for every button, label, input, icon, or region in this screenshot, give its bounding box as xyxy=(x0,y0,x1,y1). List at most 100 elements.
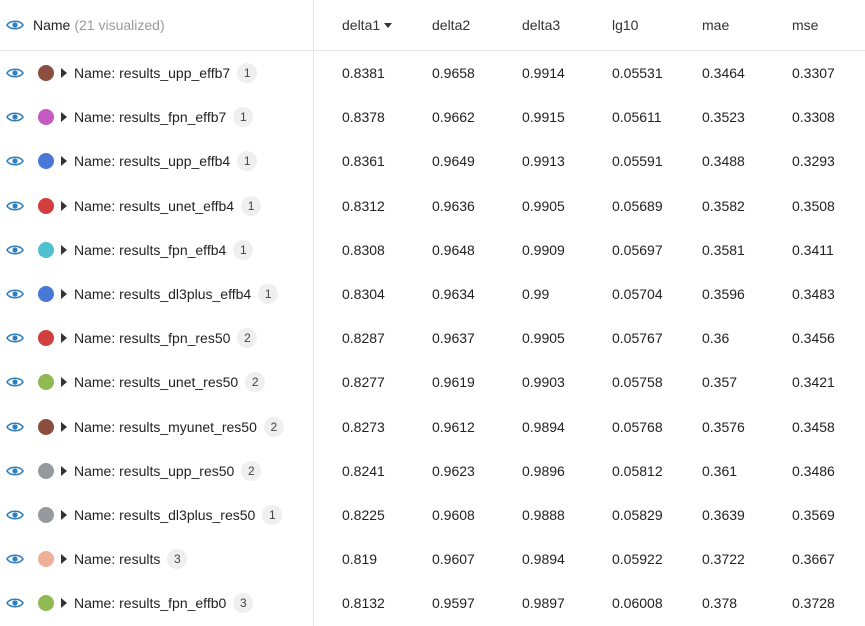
run-count-badge: 3 xyxy=(167,549,188,570)
metric-cell-mse: 0.3728 xyxy=(792,595,835,612)
table-row[interactable]: Name: results_upp_effb7 1 0.8381 0.9658 0.99… xyxy=(0,51,865,95)
metric-cell-delta3: 0.9897 xyxy=(522,595,565,612)
table-row[interactable]: Name: results_unet_effb4 1 0.8312 0.9636 0.9… xyxy=(0,184,865,228)
eye-icon[interactable] xyxy=(6,244,24,256)
expand-caret-icon[interactable] xyxy=(61,465,67,476)
table-row[interactable]: Name: results_upp_res50 2 0.8241 0.9623 0.98… xyxy=(0,449,865,493)
metric-cell-mae: 0.36 xyxy=(702,330,730,347)
expand-caret-icon[interactable] xyxy=(61,554,67,565)
run-color-dot[interactable] xyxy=(38,418,54,435)
run-name[interactable]: Name: results_fpn_effb7 xyxy=(74,109,227,126)
column-header-delta1[interactable]: delta1 xyxy=(342,0,393,50)
expand-caret-icon[interactable] xyxy=(61,289,67,299)
eye-icon[interactable] xyxy=(6,200,24,212)
table-row[interactable]: Name: results_dl3plus_res50 1 0.8225 0.9608… xyxy=(0,493,865,537)
table-row[interactable]: Name: results_fpn_effb7 1 0.8378 0.9662 0.99… xyxy=(0,95,865,139)
eye-icon[interactable] xyxy=(6,421,24,433)
run-color-dot[interactable] xyxy=(38,330,54,347)
expand-caret-icon[interactable] xyxy=(61,510,67,520)
table-row[interactable]: Name: results_fpn_effb4 1 0.8308 0.9648 0.99… xyxy=(0,228,865,272)
eye-icon[interactable] xyxy=(6,111,24,123)
expand-caret-icon[interactable] xyxy=(61,598,67,609)
run-name[interactable]: Name: results_fpn_res50 xyxy=(74,330,231,347)
column-header-lg10[interactable]: lg10 xyxy=(612,0,638,50)
run-name[interactable]: Name: results_fpn_effb0 xyxy=(74,595,227,612)
eye-icon[interactable] xyxy=(6,19,24,31)
run-color-dot[interactable] xyxy=(38,462,54,479)
run-color-dot[interactable] xyxy=(38,109,54,126)
metric-cell-lg10: 0.05767 xyxy=(612,330,663,347)
expand-caret-icon[interactable] xyxy=(61,244,67,255)
table-row[interactable]: Name: results_upp_effb4 1 0.8361 0.9649 0.99… xyxy=(0,139,865,183)
metric-cell-lg10: 0.05768 xyxy=(612,418,663,435)
run-color-dot[interactable] xyxy=(38,595,54,612)
metric-cell-mae: 0.3488 xyxy=(702,153,745,170)
run-color-dot[interactable] xyxy=(38,65,54,81)
run-count-badge: 2 xyxy=(245,372,266,393)
run-name[interactable]: Name: results_unet_res50 xyxy=(74,374,239,391)
expand-caret-icon[interactable] xyxy=(61,377,67,388)
eye-icon[interactable] xyxy=(6,597,24,609)
run-count-badge: 1 xyxy=(233,107,254,128)
run-count-badge: 1 xyxy=(241,195,262,216)
eye-icon[interactable] xyxy=(6,332,24,344)
column-header-mae[interactable]: mae xyxy=(702,0,729,50)
table-row[interactable]: Name: results_unet_res50 2 0.8277 0.9619 0.9… xyxy=(0,360,865,404)
eye-icon[interactable] xyxy=(6,67,24,79)
column-header-label: delta3 xyxy=(522,17,561,33)
run-color-dot[interactable] xyxy=(38,551,54,568)
metric-cell-delta2: 0.9662 xyxy=(432,109,475,126)
eye-icon[interactable] xyxy=(6,288,24,300)
run-name[interactable]: Name: results_upp_res50 xyxy=(74,462,235,479)
expand-caret-icon[interactable] xyxy=(61,156,67,167)
eye-icon[interactable] xyxy=(6,155,24,167)
run-count-badge: 2 xyxy=(237,328,258,349)
eye-icon[interactable] xyxy=(6,553,24,565)
run-color-dot[interactable] xyxy=(38,374,54,391)
run-name[interactable]: Name: results_dl3plus_res50 xyxy=(74,507,256,523)
expand-caret-icon[interactable] xyxy=(61,112,67,123)
metric-cell-delta3: 0.9914 xyxy=(522,65,565,81)
column-header-delta2[interactable]: delta2 xyxy=(432,0,470,50)
eye-icon[interactable] xyxy=(6,509,24,521)
table-row[interactable]: Name: results 3 0.819 0.9607 0.9894 0.05922 0.… xyxy=(0,537,865,581)
column-header-mse[interactable]: mse xyxy=(792,0,818,50)
metric-cell-delta1: 0.8361 xyxy=(342,153,385,170)
metric-cell-mae: 0.3639 xyxy=(702,507,745,523)
run-name[interactable]: Name: results_fpn_effb4 xyxy=(74,241,227,258)
column-header-delta3[interactable]: delta3 xyxy=(522,0,560,50)
metric-cell-delta3: 0.9913 xyxy=(522,153,565,170)
table-row[interactable]: Name: results_dl3plus_effb4 1 0.8304 0.9634… xyxy=(0,272,865,316)
metric-cell-delta2: 0.9634 xyxy=(432,286,475,302)
run-name-cell: Name: results_myunet_res50 2 xyxy=(6,405,284,449)
expand-caret-icon[interactable] xyxy=(61,333,67,344)
run-color-dot[interactable] xyxy=(38,286,54,302)
table-row[interactable]: Name: results_fpn_effb0 3 0.8132 0.9597 0.98… xyxy=(0,581,865,625)
metric-cell-delta2: 0.9608 xyxy=(432,507,475,523)
name-column-header[interactable]: Name (21 visualized) xyxy=(6,0,165,50)
expand-caret-icon[interactable] xyxy=(61,68,67,78)
column-divider[interactable] xyxy=(313,0,314,626)
eye-icon[interactable] xyxy=(6,465,24,477)
table-row[interactable]: Name: results_myunet_res50 2 0.8273 0.9612 0… xyxy=(0,405,865,449)
run-color-dot[interactable] xyxy=(38,197,54,214)
run-name[interactable]: Name: results_myunet_res50 xyxy=(74,418,257,435)
run-name[interactable]: Name: results_unet_effb4 xyxy=(74,197,235,214)
run-count-badge: 1 xyxy=(237,151,258,172)
run-name[interactable]: Name: results_dl3plus_effb4 xyxy=(74,286,252,302)
metric-cell-delta3: 0.9905 xyxy=(522,197,565,214)
expand-caret-icon[interactable] xyxy=(61,200,67,211)
metric-cell-delta3: 0.99 xyxy=(522,286,550,302)
run-name[interactable]: Name: results_upp_effb4 xyxy=(74,153,231,170)
run-count-badge: 1 xyxy=(233,239,254,260)
expand-caret-icon[interactable] xyxy=(61,421,67,432)
run-color-dot[interactable] xyxy=(38,153,54,170)
run-name[interactable]: Name: results_upp_effb7 xyxy=(74,65,231,81)
run-name-cell: Name: results_unet_res50 2 xyxy=(6,360,266,404)
run-name[interactable]: Name: results xyxy=(74,551,161,568)
eye-icon[interactable] xyxy=(6,376,24,388)
run-color-dot[interactable] xyxy=(38,241,54,258)
table-row[interactable]: Name: results_fpn_res50 2 0.8287 0.9637 0.99… xyxy=(0,316,865,360)
run-color-dot[interactable] xyxy=(38,507,54,523)
